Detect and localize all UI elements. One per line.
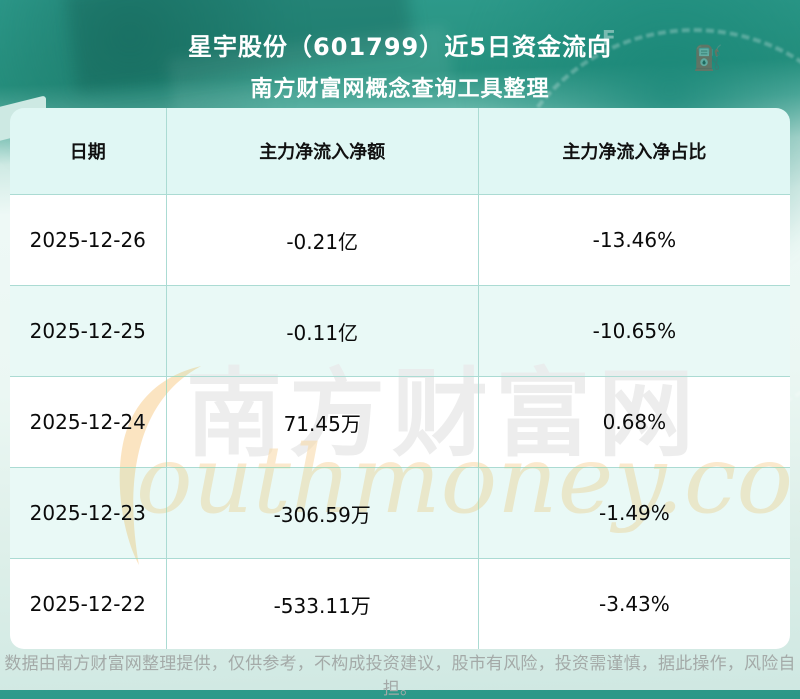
column-header-net-inflow-pct: 主力净流入净占比 bbox=[477, 108, 790, 194]
net-inflow-pct-cell: -10.65% bbox=[477, 286, 790, 376]
table-row: 2025-12-23 -306.59万 -1.49% bbox=[10, 467, 790, 558]
fund-flow-table: 日期 主力净流入净额 主力净流入净占比 2025-12-26 -0.21亿 -1… bbox=[10, 108, 790, 649]
column-header-net-inflow: 主力净流入净额 bbox=[165, 108, 478, 194]
table-row: 2025-12-25 -0.11亿 -10.65% bbox=[10, 285, 790, 376]
table-row: 2025-12-22 -533.11万 -3.43% bbox=[10, 558, 790, 649]
net-inflow-cell: -306.59万 bbox=[165, 468, 478, 558]
date-cell: 2025-12-24 bbox=[29, 410, 146, 434]
net-inflow-cell: 71.45万 bbox=[165, 377, 478, 467]
column-header-date: 日期 bbox=[69, 142, 106, 163]
disclaimer-text: 数据由南方财富网整理提供，仅供参考，不构成投资建议，股市有风险，投资需谨慎，据此… bbox=[4, 654, 796, 699]
date-cell: 2025-12-25 bbox=[29, 319, 146, 343]
net-inflow-cell: -533.11万 bbox=[165, 559, 478, 649]
net-inflow-cell: -0.21亿 bbox=[165, 195, 478, 285]
table-header-row: 日期 主力净流入净额 主力净流入净占比 bbox=[10, 108, 790, 194]
net-inflow-pct-cell: -1.49% bbox=[477, 468, 790, 558]
date-cell: 2025-12-22 bbox=[29, 592, 146, 616]
date-cell: 2025-12-23 bbox=[29, 501, 146, 525]
net-inflow-pct-cell: -3.43% bbox=[477, 559, 790, 649]
table-row: 2025-12-24 71.45万 0.68% bbox=[10, 376, 790, 467]
table-row: 2025-12-26 -0.21亿 -13.46% bbox=[10, 194, 790, 285]
net-inflow-pct-cell: 0.68% bbox=[477, 377, 790, 467]
net-inflow-cell: -0.11亿 bbox=[165, 286, 478, 376]
page-title: 星宇股份（601799）近5日资金流向 bbox=[188, 33, 612, 61]
net-inflow-pct-cell: -13.46% bbox=[477, 195, 790, 285]
page-subtitle: 南方财富网概念查询工具整理 bbox=[250, 77, 550, 102]
page-header: 星宇股份（601799）近5日资金流向 南方财富网概念查询工具整理 bbox=[0, 0, 800, 103]
date-cell: 2025-12-26 bbox=[29, 228, 146, 252]
